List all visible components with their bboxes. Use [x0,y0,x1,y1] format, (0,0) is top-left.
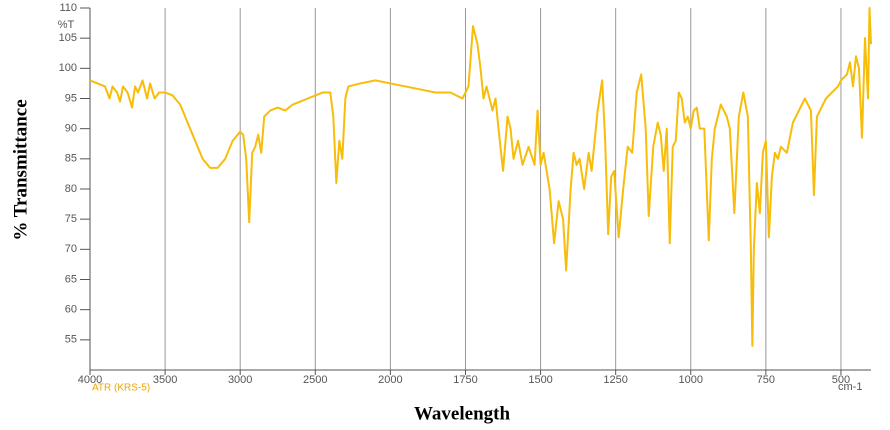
x-tick-label: 1750 [453,374,477,386]
y-tick-label: 60 [65,304,77,316]
y-tick-label: 95 [65,92,77,104]
x-tick-label: 1500 [528,374,552,386]
y-tick-label: 85 [65,153,77,165]
y-tick-label: 80 [65,183,77,195]
x-unit: cm-1 [838,381,862,393]
x-tick-label: 2000 [378,374,402,386]
x-tick-label: 4000 [78,374,102,386]
y-tick-label: 110 [59,2,77,14]
x-tick-label: 1250 [603,374,627,386]
x-tick-label: 3500 [153,374,177,386]
annotation: ATR (KRS-5) [92,383,150,394]
x-axis-title: Wavelength [414,403,510,424]
spectrum-line [89,7,872,347]
y-axis-title: % Transmittance [10,99,31,240]
y-tick-label: 65 [65,273,77,285]
y-tick-label: 100 [59,62,77,74]
x-tick-label: 3000 [228,374,252,386]
y-tick-label: 55 [65,334,77,346]
x-tick-label: 500 [832,374,850,386]
x-tick-label: 750 [757,374,775,386]
x-tick-label: 2500 [303,374,327,386]
y-tick-label: 105 [59,32,77,44]
y-tick-label: 90 [65,123,77,135]
y-tick-label: 75 [65,213,77,225]
x-tick-label: 1000 [679,374,703,386]
y-tick-label: 70 [65,243,77,255]
y-unit: %T [58,19,75,31]
